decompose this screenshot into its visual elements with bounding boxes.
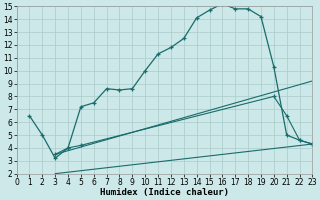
X-axis label: Humidex (Indice chaleur): Humidex (Indice chaleur) xyxy=(100,188,229,197)
